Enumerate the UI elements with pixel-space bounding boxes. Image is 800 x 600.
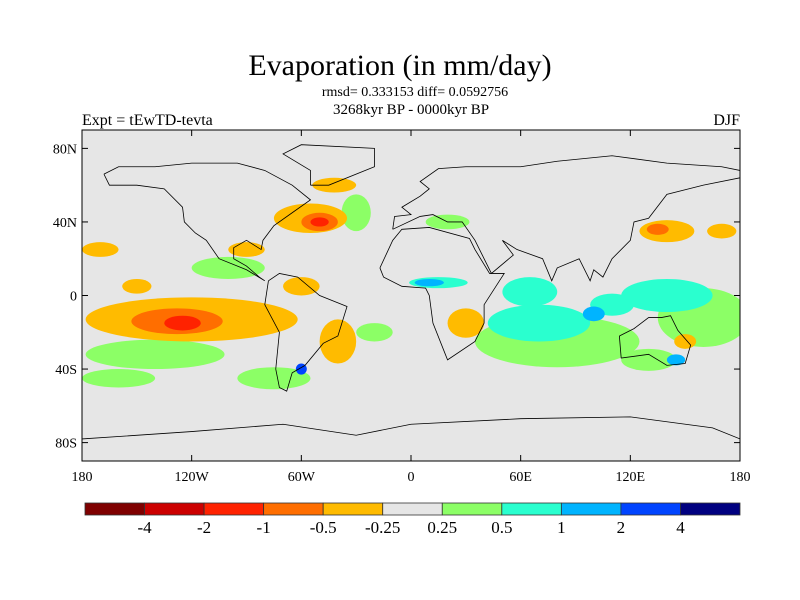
anomaly-contour	[666, 354, 686, 366]
anomaly-contour	[82, 242, 119, 257]
colorbar-label: -2	[197, 518, 211, 537]
anomaly-contour	[341, 194, 371, 232]
lon-tick-label: 120E	[616, 470, 646, 485]
anomaly-contour	[674, 334, 697, 349]
colorbar-box	[382, 502, 443, 516]
colorbar-box	[203, 502, 265, 516]
lon-tick-label: 180	[72, 470, 93, 485]
colorbar-label: 0.25	[427, 518, 457, 537]
colorbar-box	[501, 502, 562, 516]
anomaly-contour	[82, 369, 156, 388]
anomaly-contour	[621, 348, 677, 371]
lat-tick-label: 40N	[53, 216, 77, 231]
colorbar-label: 2	[617, 518, 626, 537]
lon-tick-label: 180	[730, 470, 751, 485]
anomaly-contour	[502, 277, 558, 307]
coastline	[82, 416, 740, 440]
coastline	[392, 155, 740, 282]
colorbar-label: 1	[557, 518, 566, 537]
colorbar-box	[680, 502, 741, 516]
stats-subtitle: rmsd= 0.333153 diff= 0.0592756	[321, 85, 509, 100]
lat-tick-label: 80S	[55, 437, 77, 452]
colorbar-label: -4	[137, 518, 152, 537]
colorbar-box	[441, 502, 503, 516]
lat-tick-label: 40S	[55, 363, 77, 378]
anomaly-contour	[312, 177, 357, 193]
lat-tick-label: 0	[70, 290, 77, 305]
colorbar-box	[84, 502, 145, 516]
anomaly-contour	[621, 278, 713, 313]
anomaly-contour	[487, 304, 591, 342]
colorbar-label: -0.5	[310, 518, 337, 537]
anomaly-contour	[191, 256, 265, 279]
colorbar-box	[263, 502, 324, 516]
lon-tick-label: 120W	[175, 470, 210, 485]
lon-tick-label: 0	[408, 470, 415, 485]
colorbar-box	[620, 502, 681, 516]
period-subtitle: 3268kyr BP - 0000kyr BP	[332, 102, 490, 118]
colorbar-label: 0.5	[491, 518, 512, 537]
coastline	[282, 144, 375, 186]
anomaly-contour	[85, 339, 225, 370]
colorbar-box	[322, 502, 384, 516]
anomaly-contour	[582, 306, 605, 322]
coastline	[379, 227, 505, 361]
anomaly-contour	[447, 308, 485, 338]
colorbar-box	[560, 502, 622, 516]
anomaly-contour	[646, 223, 669, 235]
coastline	[618, 315, 692, 366]
coastline	[264, 273, 348, 392]
contour-layer	[82, 144, 740, 440]
colorbar-label: 4	[676, 518, 685, 537]
lon-tick-label: 60E	[509, 470, 532, 485]
colorbar-label: -0.25	[365, 518, 400, 537]
anomaly-contour	[164, 315, 201, 331]
anomaly-contour	[707, 223, 737, 239]
lat-tick-label: 80N	[53, 142, 77, 157]
coastline	[103, 162, 312, 282]
anomaly-contour	[319, 319, 357, 364]
anomaly-contour	[356, 323, 393, 342]
plot-title: Evaporation (in mm/day)	[248, 49, 552, 82]
anomaly-contour	[414, 278, 444, 287]
season-label: DJF	[713, 112, 740, 129]
anomaly-contour	[283, 277, 320, 296]
anomaly-contour	[310, 217, 329, 227]
colorbar-label: -1	[257, 518, 271, 537]
lon-tick-label: 60W	[288, 470, 316, 485]
colorbar-box	[144, 502, 205, 516]
experiment-label: Expt = tEwTD-tevta	[82, 112, 213, 129]
anomaly-contour	[122, 278, 152, 294]
